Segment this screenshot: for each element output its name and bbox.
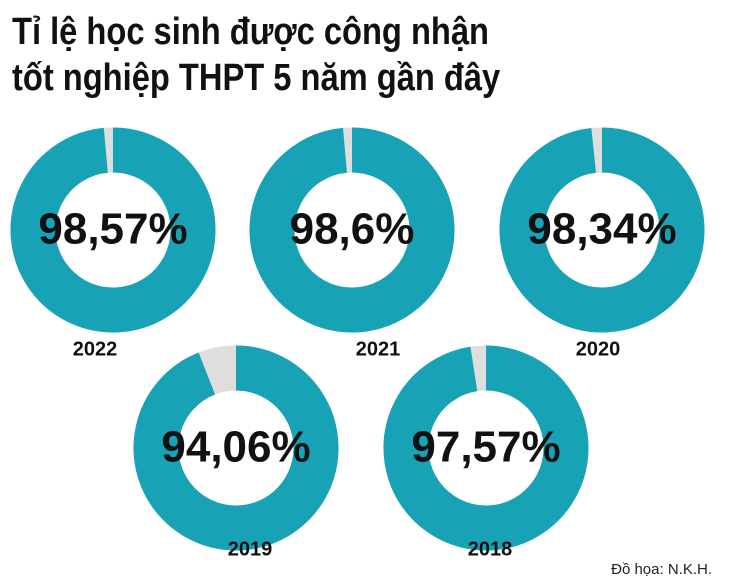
category-label: 2019 bbox=[228, 538, 273, 560]
value-label: 97,57% bbox=[411, 423, 560, 472]
category-label: 2018 bbox=[468, 538, 513, 560]
value-label: 94,06% bbox=[161, 423, 310, 472]
category-label: 2021 bbox=[356, 338, 401, 360]
category-label: 2020 bbox=[576, 338, 621, 360]
donut-arc bbox=[383, 345, 589, 551]
credit: Đồ họa: N.K.H. bbox=[611, 561, 712, 578]
donut-arc bbox=[133, 345, 339, 551]
value-label: 98,57% bbox=[38, 205, 187, 254]
title-line: Tỉ lệ học sinh được công nhận bbox=[12, 10, 489, 53]
donut-arc bbox=[499, 127, 705, 333]
donut-arc bbox=[10, 127, 216, 333]
value-label: 98,34% bbox=[527, 205, 676, 254]
title-line: tốt nghiệp THPT 5 năm gần đây bbox=[12, 56, 500, 99]
donut-arc bbox=[249, 127, 455, 333]
category-label: 2022 bbox=[73, 338, 118, 360]
value-label: 98,6% bbox=[290, 205, 415, 254]
title: Tỉ lệ học sinh được công nhận tốt nghiệp… bbox=[12, 10, 500, 99]
